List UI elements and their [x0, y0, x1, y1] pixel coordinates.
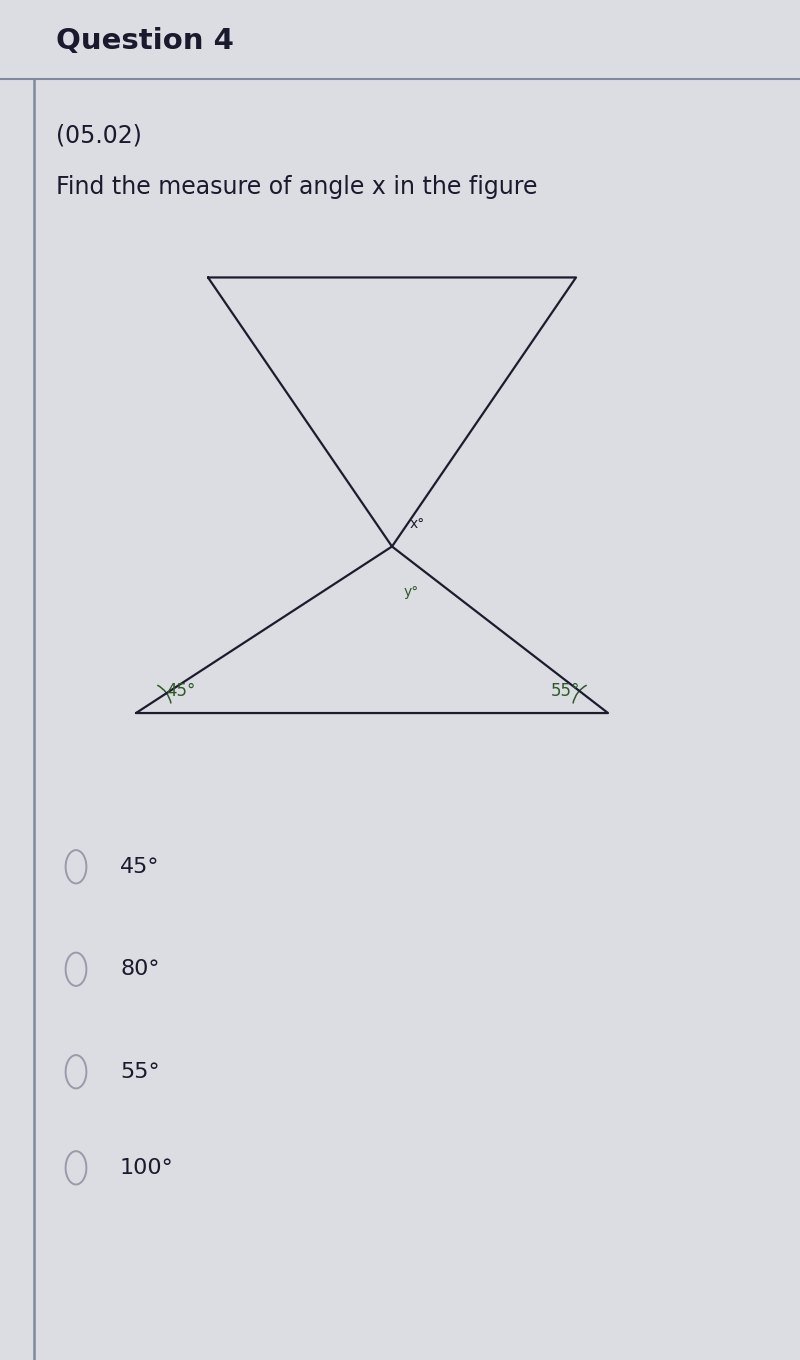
Text: 45°: 45°: [166, 683, 196, 700]
Text: x°: x°: [410, 517, 425, 532]
Text: (05.02): (05.02): [56, 124, 142, 148]
Text: 80°: 80°: [120, 959, 159, 979]
Text: 100°: 100°: [120, 1157, 174, 1178]
Text: Find the measure of angle x in the figure: Find the measure of angle x in the figur…: [56, 175, 538, 199]
Text: y°: y°: [404, 585, 419, 598]
Text: 55°: 55°: [550, 683, 580, 700]
Text: 55°: 55°: [120, 1062, 160, 1081]
Text: 45°: 45°: [120, 857, 159, 877]
Text: Question 4: Question 4: [56, 27, 234, 54]
